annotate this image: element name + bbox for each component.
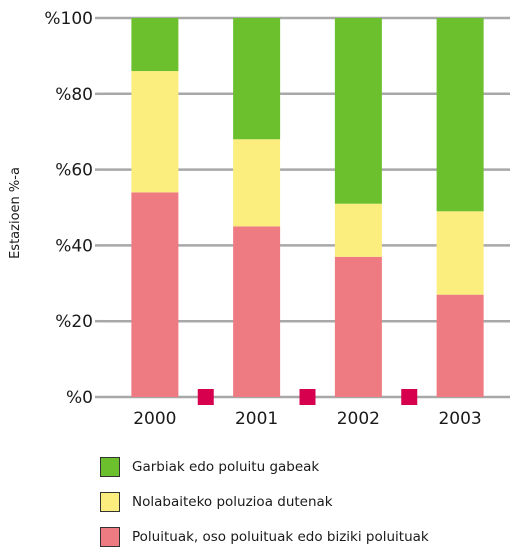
bar-segment xyxy=(334,256,382,397)
x-tick-label: 2003 xyxy=(438,409,481,429)
bars xyxy=(131,18,484,397)
category-separator-marker xyxy=(197,389,214,405)
y-tick-label: %60 xyxy=(55,161,93,181)
legend-item: Poluituak, oso poluituak edo biziki polu… xyxy=(100,525,510,549)
y-tick-label: %40 xyxy=(55,236,93,256)
bar-segment xyxy=(436,18,484,212)
x-tick-label: 2001 xyxy=(235,409,278,429)
legend: Garbiak edo poluitu gabeak Nolabaiteko po… xyxy=(100,455,510,560)
bar-segment xyxy=(334,203,382,257)
y-tick-label: %80 xyxy=(55,85,93,105)
legend-label: Nolabaiteko poluzioa dutenak xyxy=(132,494,333,510)
y-tick-label: %20 xyxy=(55,312,93,332)
bar-segment xyxy=(131,71,179,193)
bar-segment xyxy=(233,226,281,397)
bar-segment xyxy=(334,18,382,204)
legend-item: Nolabaiteko poluzioa dutenak xyxy=(100,490,510,514)
x-tick-label: 2002 xyxy=(337,409,380,429)
bar-segment xyxy=(436,294,484,397)
legend-swatch xyxy=(100,457,120,477)
legend-item: Garbiak edo poluitu gabeak xyxy=(100,455,510,479)
y-axis-label: Estazioen %-a xyxy=(8,167,23,259)
y-tick-label: %100 xyxy=(44,9,93,29)
bar-segment xyxy=(233,139,281,227)
legend-swatch xyxy=(100,527,120,547)
legend-swatch xyxy=(100,492,120,512)
y-tick-label: %0 xyxy=(66,388,93,408)
bar-segment xyxy=(436,211,484,295)
bar-segment xyxy=(233,18,281,140)
bar-segment xyxy=(131,18,179,72)
legend-label: Poluituak, oso poluituak edo biziki polu… xyxy=(132,529,429,545)
category-separator-marker xyxy=(401,389,418,405)
legend-label: Garbiak edo poluitu gabeak xyxy=(132,459,320,475)
category-separator-marker xyxy=(299,389,316,405)
x-tick-label: 2000 xyxy=(133,409,176,429)
axes: %0 %20 %40 %60 %80 %100 2000 2001 2002 2003 xyxy=(44,9,481,429)
bar-segment xyxy=(131,192,179,397)
